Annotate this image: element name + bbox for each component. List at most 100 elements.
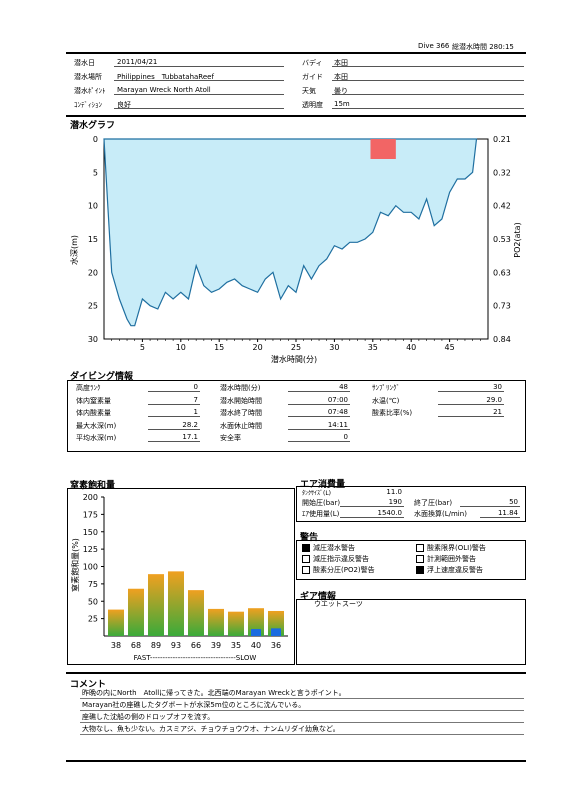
n2-tick-label: 100 [83,563,98,572]
n2-bar [188,590,204,636]
guide-label: ガイド [302,73,323,81]
start-pressure-label: 開始圧(bar) [302,499,341,507]
surface-rate-label: 水面換算(L/min) [414,510,467,518]
diving-stat-value: 07:48 [327,408,348,416]
visibility-value: 15m [334,100,350,108]
n2-category-label: 93 [171,641,181,650]
diving-stat-label: 体内酸素量 [76,409,111,417]
unchecked-box-icon [416,555,424,563]
warning-item: 酸素限界(OLI)警告 [416,543,486,553]
diving-stat-label: 高度ﾗﾝｸ [76,384,101,392]
diving-stat-value: 14:11 [327,420,348,429]
n2-bar [208,608,224,636]
depth-tick-label: 25 [88,302,98,311]
n2-bar [148,574,164,636]
tank-value: 11.0 [386,488,402,496]
diving-stat-value: 0 [343,433,348,441]
air-used-value: 1540.0 [377,509,403,517]
comment-line-3: 座礁した沈船の側のドロップオフを流す。 [82,713,215,721]
diving-stat-label: 潜水開始時間 [220,396,262,405]
nitrogen-footer: FAST----------------------------------SL… [134,654,257,662]
condition-value: 良好 [117,101,131,109]
nitrogen-axis-label: 窒素飽和量(%) [70,538,80,592]
diving-stat-value: 48 [339,383,348,391]
n2-category-label: 35 [231,641,241,650]
comment-title: コメント [70,680,107,690]
n2-secondary-bar [271,628,281,636]
n2-category-label: 36 [271,641,281,650]
n2-category-label: 89 [151,641,161,650]
diving-stat-label: 平均水深(m) [76,434,117,442]
po2-axis-label: PO2(ata) [513,222,522,257]
gear-title: ギア情報 [300,592,337,602]
diving-stat-value: 29.0 [486,395,502,404]
nitrogen-box [67,488,295,665]
buddy-label: バディ [302,59,323,67]
n2-category-label: 39 [211,641,221,650]
warning-label: 減圧潜水警告 [313,544,355,552]
depth-tick-label: 0 [93,135,98,144]
depth-tick-label: 30 [88,335,98,344]
n2-bar [128,588,144,636]
warnings-title: 警告 [300,533,319,543]
diving-stat-label: 潜水時間(分) [220,384,261,392]
warning-label: 減圧指示違反警告 [313,555,369,563]
unchecked-box-icon [302,566,310,574]
end-pressure-value: 50 [509,498,518,506]
n2-bar [168,571,184,636]
warnings-box [296,540,526,580]
start-pressure-value: 190 [388,498,402,506]
n2-tick-label: 150 [83,528,98,537]
comment-line-2: Marayan社の座礁したタグボートが水深5m位のところに沈んでいる。 [82,701,306,709]
diving-stat-value: 28.2 [182,420,198,429]
diving-stat-label: 潜水終了時間 [220,409,262,417]
gear-box [296,599,526,665]
diving-stat-value: 30 [493,383,502,391]
total-dive-time: 総潜水時間 280:15 [452,43,514,51]
date-value: 2011/04/21 [117,58,158,66]
n2-tick-label: 25 [88,615,98,624]
visibility-label: 透明度 [302,101,323,109]
depth-axis-label: 水深(m) [69,235,79,265]
diving-info-title: ダイビング情報 [70,372,134,382]
unchecked-box-icon [416,544,424,552]
diving-stat-label: 酸素比率(%) [372,409,413,417]
warning-item: 減圧指示違反警告 [302,554,369,564]
diving-stat-label: ｻﾝﾌﾟﾘﾝｸﾞ [372,384,400,392]
depth-tick-label: 15 [88,235,98,244]
tank-label: ﾀﾝｸｻｲｽﾞ(L) [302,490,332,497]
warning-item: 計測範囲外警告 [416,554,476,564]
diving-stat-value: 0 [193,383,198,391]
time-tick-label: 30 [329,343,339,352]
depth-tick-label: 5 [93,168,98,177]
time-axis-label: 潜水時間(分) [271,354,317,364]
time-tick-label: 45 [445,343,455,352]
n2-category-label: 38 [111,641,121,650]
checked-box-icon [416,566,424,574]
po2-tick-label: 0.32 [493,168,511,177]
diving-info-box [67,380,526,452]
depth-profile-area [103,138,478,327]
graph-title: 潜水グラフ [70,121,116,131]
diving-stat-value: 07:00 [327,395,348,404]
dive-number: Dive 366 [418,42,450,50]
diving-stat-value: 21 [493,408,502,416]
po2-tick-label: 0.53 [493,235,511,244]
gear-value: ウエットスーツ [314,600,363,608]
date-label: 潜水日 [74,59,95,67]
buddy-value: 本田 [334,59,348,67]
diving-stat-label: 水面休止時間 [220,421,262,430]
n2-bar [108,609,124,636]
depth-tick-label: 10 [88,202,98,211]
end-pressure-label: 終了圧(bar) [414,499,453,507]
time-tick-label: 15 [214,343,224,352]
warning-label: 計測範囲外警告 [427,555,476,563]
guide-value: 本田 [334,73,348,81]
n2-secondary-bar [251,629,261,636]
event-marker [370,139,396,159]
warning-label: 酸素分圧(PO2)警告 [313,566,375,574]
warning-label: 酸素限界(OLI)警告 [427,544,486,552]
time-tick-label: 20 [253,343,263,352]
unchecked-box-icon [302,555,310,563]
air-box [296,486,526,522]
